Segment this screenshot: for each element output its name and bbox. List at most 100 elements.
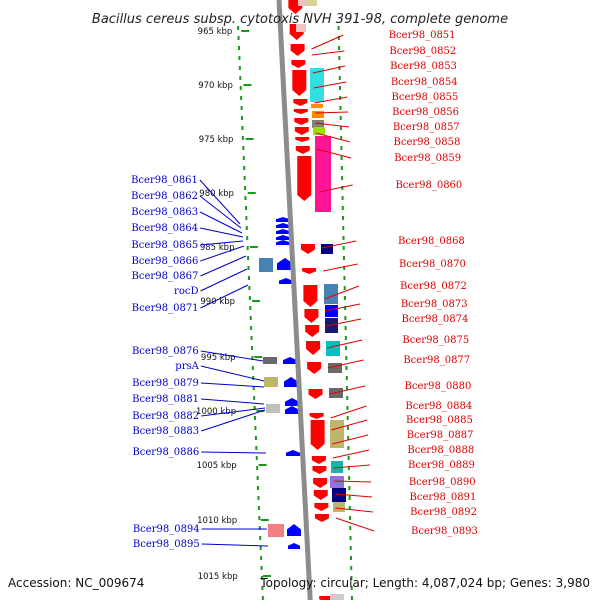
left-tick-dot — [240, 106, 243, 110]
right-label-leader — [314, 111, 349, 114]
forward-feature-block — [328, 363, 342, 373]
forward-gene-arrow — [302, 268, 317, 274]
left-gene-label: Bcer98_0894 — [133, 524, 200, 535]
right-gene-label: Bcer98_0870 — [399, 259, 466, 270]
right-tick-dot — [350, 586, 353, 590]
right-tick-dot — [349, 516, 352, 520]
right-tick-dot — [341, 196, 344, 200]
forward-gene-arrow — [294, 127, 309, 135]
left-tick-dot — [244, 206, 247, 210]
right-gene-label: Bcer98_0893 — [411, 526, 478, 537]
right-gene-label: Bcer98_0892 — [410, 507, 477, 518]
left-tick-dot — [237, 36, 240, 40]
kbp-label: 980 kbp — [199, 189, 234, 199]
kbp-tick — [258, 464, 267, 466]
left-tick-dot — [239, 86, 242, 90]
left-tick-dot — [259, 546, 262, 550]
forward-gene-arrow — [311, 456, 326, 464]
left-tick-dot — [249, 316, 252, 320]
left-label-leader — [200, 240, 244, 246]
left-tick-dot — [260, 556, 263, 560]
left-gene-label: prsA — [175, 361, 199, 372]
left-tick-dot — [243, 166, 246, 170]
right-label-leader — [333, 464, 371, 469]
left-tick-dot — [258, 526, 261, 530]
tick-marks — [237, 26, 353, 600]
kbp-label: 965 kbp — [198, 27, 233, 37]
right-label-leader — [332, 449, 370, 459]
left-tick-dot — [245, 216, 248, 220]
right-gene-label: Bcer98_0875 — [402, 335, 469, 346]
right-tick-dot — [350, 576, 353, 580]
reverse-gene-arrow — [276, 223, 290, 228]
left-tick-dot — [251, 356, 254, 360]
kbp-label: 1010 kbp — [197, 516, 237, 526]
right-tick-dot — [339, 106, 342, 110]
kbp-scale: 965 kbp 970 kbp 975 kbp 980 kbp 985 kbp 990 k… — [196, 27, 272, 582]
right-tick-dot — [338, 66, 341, 70]
left-tick-dot — [259, 536, 262, 540]
left-tick-dot — [247, 256, 250, 260]
forward-feature-block — [330, 476, 344, 488]
left-tick-dot — [247, 276, 250, 280]
left-tick-dot — [254, 426, 257, 430]
right-tick-dot — [345, 356, 348, 360]
accession-label: Accession: NC_009674 — [8, 576, 144, 590]
reverse-gene-arrow — [276, 229, 290, 234]
kbp-tick — [263, 575, 272, 577]
kbp-label: 1015 kbp — [198, 572, 238, 582]
forward-feature-block — [312, 111, 324, 118]
right-tick-dot — [350, 566, 353, 570]
right-label-leader — [313, 81, 347, 89]
forward-gene-arrow — [305, 325, 320, 337]
reverse-gene-arrow — [283, 357, 297, 364]
right-gene-label: Bcer98_0853 — [390, 61, 457, 72]
left-gene-label: Bcer98_0895 — [133, 539, 200, 550]
right-tick-dot — [347, 436, 350, 440]
right-tick-dot — [347, 446, 350, 450]
right-label-leader — [314, 96, 348, 104]
right-tick-dot — [340, 166, 343, 170]
right-label-leader — [324, 285, 360, 300]
topology-label: Topology: circular; Length: 4,087,024 bp… — [259, 576, 590, 590]
forward-gene-arrow — [313, 490, 328, 500]
right-label-leader — [333, 480, 372, 483]
left-tick-dot — [257, 506, 260, 510]
forward-feature-block — [326, 341, 340, 356]
reverse-gene-arrow — [285, 398, 299, 406]
right-gene-label: Bcer98_0859 — [394, 153, 461, 164]
forward-feature-block — [330, 594, 344, 600]
left-tick-dot — [258, 516, 261, 520]
forward-feature-block — [321, 244, 333, 254]
right-gene-label: Bcer98_0873 — [401, 299, 468, 310]
right-label-leader — [331, 434, 369, 445]
forward-strand-labels: Bcer98_0851 Bcer98_0852 Bcer98_0853 Bcer98_… — [311, 30, 478, 537]
left-gene-label: Bcer98_0866 — [131, 256, 198, 267]
left-label-leader — [200, 268, 248, 292]
right-label-leader — [329, 385, 366, 395]
left-tick-dot — [260, 576, 263, 580]
right-gene-label: Bcer98_0880 — [405, 381, 472, 392]
left-tick-dot — [257, 486, 260, 490]
right-tick-dot — [340, 156, 343, 160]
right-tick-dot — [343, 276, 346, 280]
right-label-leader — [312, 65, 346, 74]
right-tick-dot — [346, 416, 349, 420]
forward-gene-arrow — [292, 70, 307, 96]
forward-gene-arrow — [293, 99, 308, 106]
left-label-leader — [201, 451, 267, 454]
reverse-gene-arrow — [276, 240, 290, 245]
kbp-tick — [243, 84, 252, 86]
left-gene-label: Bcer98_0867 — [132, 271, 199, 282]
right-tick-dot — [342, 246, 345, 250]
right-tick-dot — [342, 226, 345, 230]
left-tick-dot — [254, 416, 257, 420]
kbp-label: 985 kbp — [200, 243, 235, 253]
left-tick-dot — [242, 156, 245, 160]
right-tick-dot — [343, 296, 346, 300]
forward-gene-arrow — [319, 596, 334, 600]
right-gene-label: Bcer98_0872 — [400, 281, 467, 292]
backbone-line — [276, 0, 313, 600]
forward-feature-block — [312, 120, 324, 128]
right-gene-label: Bcer98_0889 — [408, 460, 475, 471]
